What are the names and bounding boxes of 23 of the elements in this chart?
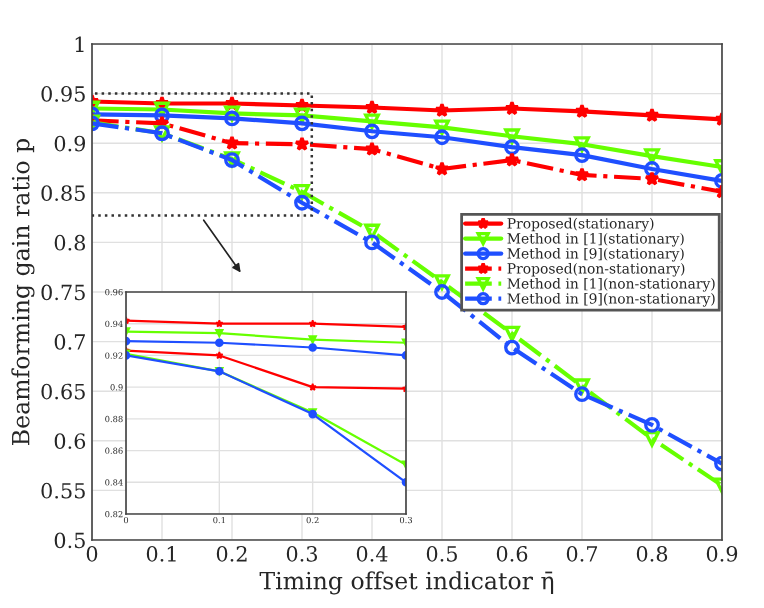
y-tick-label: 0.8 (54, 234, 86, 251)
y-tick-label: 0.9 (54, 135, 86, 152)
y-tick-label: 0.5 (54, 532, 85, 549)
x-tick-label: 0.9 (706, 545, 738, 562)
x-tick-label: 0.4 (356, 545, 388, 562)
y-tick-label: 1 (75, 36, 84, 52)
x-axis-title: Timing offset indicator η̄ (259, 571, 554, 595)
x-tick-label: 0.2 (216, 545, 247, 562)
x-tick-label: 0.3 (286, 545, 318, 562)
y-tick-label: 0.85 (41, 185, 85, 202)
y-tick-label: 0.75 (41, 284, 85, 301)
y-tick-label: 0.6 (54, 433, 86, 450)
x-tick-label: 0.6 (496, 545, 528, 562)
y-axis-title: Beamforming gain ratio p (11, 138, 35, 445)
y-tick-label: 0.65 (41, 383, 85, 400)
x-tick-label: 0 (86, 545, 98, 562)
x-tick-label: 0.5 (426, 545, 457, 562)
x-tick-label: 0.8 (636, 545, 668, 562)
y-tick-label: 0.7 (54, 334, 85, 350)
y-tick-label: 0.55 (41, 482, 85, 499)
y-tick-label: 0.95 (41, 86, 85, 102)
x-tick-label: 0.7 (566, 545, 598, 562)
x-tick-label: 0.1 (146, 545, 176, 562)
